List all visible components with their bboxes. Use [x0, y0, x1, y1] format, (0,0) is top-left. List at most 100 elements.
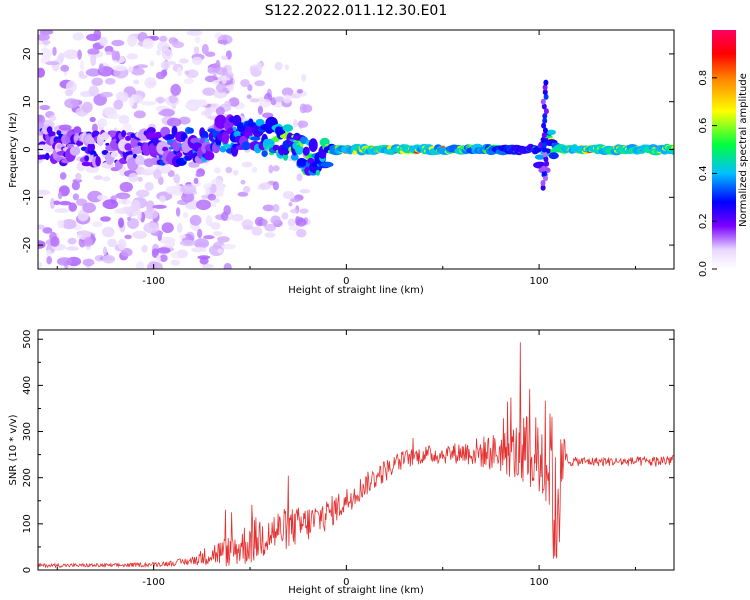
heatmap-blob: [77, 49, 82, 60]
snr-x-ticks: -100 0 100: [56, 330, 636, 588]
heatmap-blob: [171, 104, 176, 110]
heatmap-blob: [92, 221, 103, 228]
heatmap-blob: [203, 235, 215, 240]
heatmap-blob: [196, 199, 211, 211]
colorbar: 0.0 0.2 0.4 0.6 0.8 Normalized spectral ampl…: [698, 30, 749, 277]
heatmap-blob: [177, 222, 183, 234]
heatmap-blob: [107, 238, 117, 248]
heatmap-blob: [83, 236, 93, 248]
heatmap-blob: [217, 248, 223, 254]
y-tick-label: 0: [22, 567, 33, 573]
heatmap-blob: [127, 218, 139, 229]
heatmap-ridge-blob: [81, 161, 92, 167]
heatmap-blob: [215, 83, 227, 93]
heatmap-blob: [56, 257, 73, 266]
heatmap-blob: [179, 58, 189, 64]
heatmap-blob: [299, 103, 307, 114]
spectrogram-x-ticks: -100 0 100: [56, 30, 636, 287]
heatmap-blob: [82, 202, 96, 214]
heatmap-blob: [120, 247, 133, 257]
heatmap-ridge-blob: [232, 126, 237, 132]
chart-title: S122.2022.011.12.30.E01: [265, 3, 448, 19]
heatmap-spike-blob: [542, 151, 548, 158]
heatmap-blob: [100, 216, 111, 222]
heatmap-blob: [140, 101, 156, 106]
heatmap-ridge-blob: [290, 153, 299, 161]
heatmap-blob: [217, 39, 228, 45]
heatmap-ridge-blob: [84, 155, 89, 162]
heatmap-blob: [205, 186, 210, 198]
heatmap-blob: [264, 223, 276, 232]
heatmap-blob: [259, 182, 272, 190]
heatmap-spike-blob: [541, 122, 547, 129]
heatmap-blob: [215, 106, 225, 116]
heatmap-ridge-blob: [135, 155, 145, 166]
heatmap-blob: [296, 174, 303, 182]
heatmap-blob: [240, 79, 250, 88]
heatmap-blob: [127, 66, 134, 73]
heatmap-blob: [61, 219, 77, 230]
heatmap-blob: [205, 215, 213, 227]
heatmap-blob: [301, 73, 307, 82]
heatmap-ridge-blob: [146, 127, 156, 135]
heatmap-blob: [270, 215, 281, 225]
heatmap-blob: [75, 172, 82, 181]
heatmap-blob: [127, 216, 132, 221]
heatmap-blob: [288, 225, 301, 231]
heatmap-blob: [112, 65, 128, 72]
heatmap-ridge-blob: [56, 130, 62, 136]
heatmap-blob: [296, 228, 307, 238]
heatmap-blob: [202, 87, 216, 96]
heatmap-blob: [130, 199, 141, 212]
heatmap-blob: [297, 120, 309, 128]
heatmap-blob: [58, 124, 72, 131]
heatmap-blob: [225, 71, 234, 79]
heatmap-blob: [132, 230, 148, 239]
heatmap-blob: [126, 53, 139, 60]
heatmap-blob: [118, 114, 130, 125]
heatmap-blob: [97, 194, 108, 201]
heatmap-blob: [50, 236, 60, 247]
heatmap-ridge-blob: [125, 135, 132, 141]
heatmap-spike-blob: [543, 108, 549, 115]
heatmap-blob: [159, 35, 168, 43]
heatmap-blob: [210, 183, 217, 194]
heatmap-blob: [213, 198, 220, 203]
heatmap-blob: [87, 48, 100, 55]
heatmap-blob: [264, 232, 276, 238]
y-tick-label: 10: [22, 95, 33, 108]
heatmap-blob: [135, 189, 150, 198]
heatmap-ridge-blob: [545, 134, 553, 139]
heatmap-blob: [225, 166, 233, 174]
heatmap-blob: [257, 105, 263, 115]
colorbar-gradient: [712, 30, 736, 269]
heatmap-blob: [42, 40, 51, 45]
heatmap-blob: [237, 191, 249, 197]
heatmap-ridge-blob: [45, 152, 50, 161]
heatmap-blob: [284, 64, 289, 71]
heatmap-ridge-blob: [224, 144, 232, 149]
heatmap-blob: [38, 114, 46, 125]
snr-y-ticks: 0 100 200 300 400 500: [22, 330, 674, 573]
heatmap-blob: [88, 85, 100, 97]
heatmap-blob: [38, 67, 45, 78]
spectrogram-y-axis-label: Frequency (Hz): [8, 112, 19, 188]
heatmap-blob: [254, 80, 266, 87]
heatmap-blob: [64, 98, 79, 109]
snr-panel: -100 0 100 0 100 200 300 400 500 Height of stra…: [8, 329, 675, 596]
heatmap-ridge-blob: [121, 130, 127, 138]
heatmap-blob: [193, 238, 210, 249]
heatmap-ridge-blob: [548, 152, 559, 160]
heatmap-blob: [58, 201, 72, 206]
heatmap-ridge-blob: [128, 150, 133, 155]
heatmap-blob: [89, 116, 96, 123]
y-tick-label: 200: [22, 468, 33, 487]
heatmap-blob: [97, 118, 108, 128]
heatmap-blob: [118, 217, 124, 228]
heatmap-blob: [158, 110, 171, 116]
heatmap-blob: [173, 173, 181, 184]
heatmap-blob: [100, 91, 113, 98]
heatmap-blob: [57, 219, 65, 229]
heatmap-blob: [181, 192, 195, 203]
heatmap-blob: [52, 46, 57, 57]
